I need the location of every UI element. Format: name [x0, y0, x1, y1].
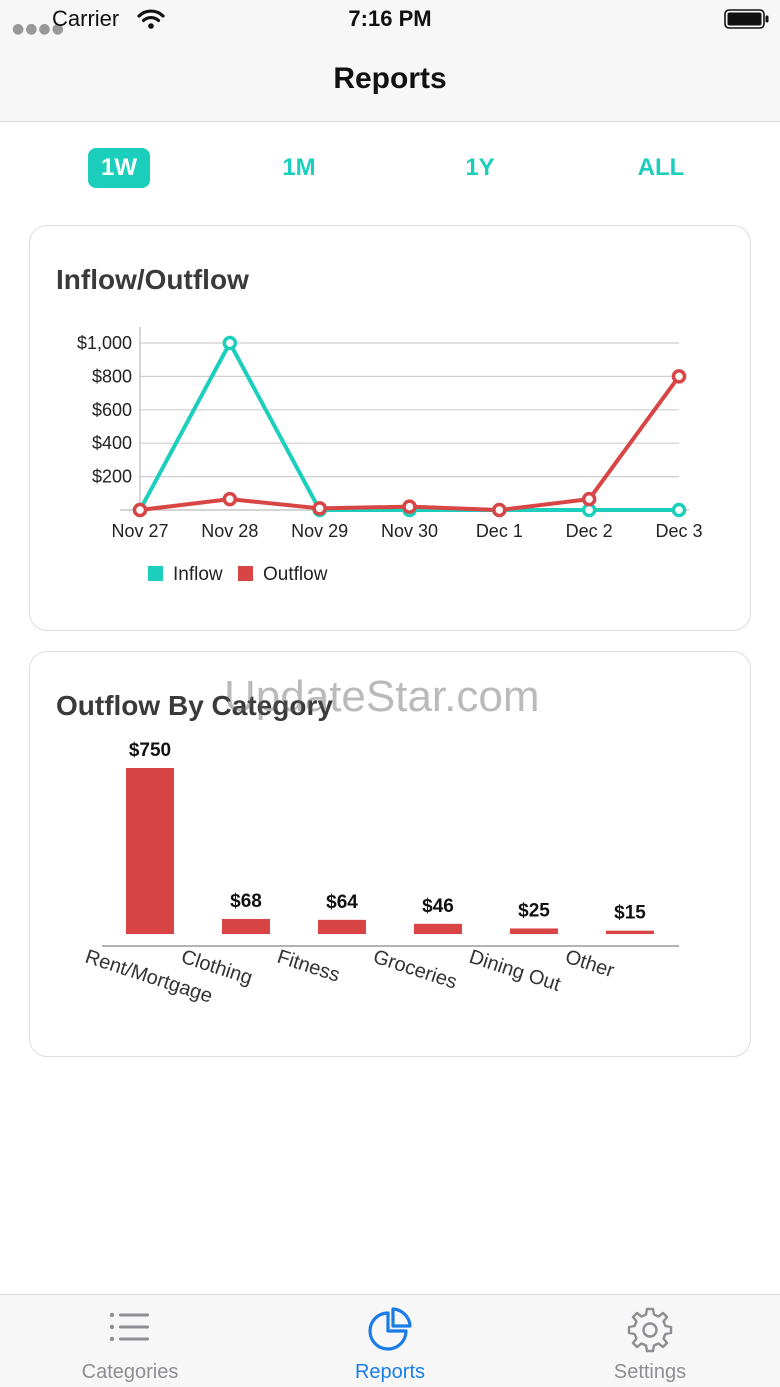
x-tick-label: Nov 30 — [381, 521, 438, 541]
page-title: Reports — [333, 62, 447, 95]
bar — [318, 919, 366, 934]
range-tab-all[interactable]: ALL — [637, 154, 685, 181]
bar — [222, 918, 270, 934]
bar-value-label: $68 — [230, 891, 262, 912]
category-label: Fitness — [274, 946, 342, 987]
tab-label-categories: Categories — [81, 1361, 179, 1383]
inflow-outflow-title: Inflow/Outflow — [56, 264, 249, 295]
pie-chart-icon — [368, 1307, 412, 1351]
legend-label-outflow: Outflow — [263, 564, 328, 585]
outflow-point — [312, 501, 327, 516]
range-tab-1y[interactable]: 1Y — [465, 154, 495, 181]
outflow-point — [581, 491, 597, 507]
list-icon — [109, 1312, 149, 1342]
outflow-by-category-title: Outflow By Category — [56, 690, 333, 721]
bar-value-label: $64 — [326, 892, 358, 913]
category-label: Dining Out — [466, 946, 563, 996]
inflow-outflow-card: Inflow/Outflow $1,000 $800 $600 $400 $200 Nov… — [29, 225, 751, 631]
x-tick-label: Dec 3 — [655, 521, 702, 541]
wifi-icon — [137, 9, 165, 29]
y-tick-label: $800 — [92, 366, 132, 386]
y-tick-label: $200 — [92, 467, 132, 487]
x-tick-label: Nov 27 — [111, 521, 168, 541]
legend-swatch-inflow — [148, 566, 163, 581]
inflow-point — [671, 502, 687, 518]
watermark: UpdateStar.com — [224, 672, 540, 721]
carrier-label: Carrier — [52, 6, 120, 31]
x-tick-label: Dec 1 — [476, 521, 523, 541]
bar-value-label: $15 — [614, 903, 646, 924]
x-tick-label: Nov 28 — [201, 521, 258, 541]
range-tab-1w[interactable]: 1W — [88, 148, 150, 188]
y-tick-label: $400 — [92, 433, 132, 453]
bar — [606, 930, 654, 934]
outflow-by-category-card: Outflow By Category $750 Rent/Mortgage $68… — [29, 651, 751, 1057]
x-tick-label: Dec 2 — [566, 521, 613, 541]
legend-label-inflow: Inflow — [173, 564, 223, 585]
outflow-point — [402, 499, 417, 514]
legend-item-inflow: Inflow — [148, 564, 223, 586]
battery-icon — [724, 9, 769, 29]
range-tab-1m[interactable]: 1M — [282, 154, 316, 181]
nav-bar: Reports — [0, 40, 780, 122]
bar-value-label: $750 — [129, 740, 171, 761]
tab-categories[interactable]: Categories — [0, 1295, 260, 1387]
outflow-by-category-chart: $750Rent/Mortgage$68Clothing$64Fitness$4… — [82, 740, 679, 1008]
legend-swatch-outflow — [238, 566, 253, 581]
category-label: Groceries — [370, 946, 459, 994]
inflow-outflow-chart: $1,000 $800 $600 $400 $200 Nov 27 Nov 28 Nov 29… — [77, 327, 703, 541]
tab-label-settings: Settings — [613, 1361, 687, 1383]
status-bar: ●●●● Carrier 7:16 PM — [0, 0, 780, 40]
bar — [126, 768, 174, 934]
tab-label-reports: Reports — [354, 1361, 426, 1383]
outflow-point — [132, 502, 148, 518]
y-tick-label: $600 — [92, 400, 132, 420]
bar-value-label: $25 — [518, 900, 550, 921]
signal-dots-icon: ●●●● — [12, 21, 65, 37]
gear-icon — [627, 1307, 673, 1353]
inflow-point — [222, 335, 238, 351]
category-label: Other — [562, 946, 617, 982]
x-tick-label: Nov 29 — [291, 521, 348, 541]
outflow-point — [492, 502, 507, 518]
tab-settings[interactable]: Settings — [520, 1295, 780, 1387]
outflow-point — [671, 369, 687, 384]
outflow-point — [222, 491, 238, 507]
bar-value-label: $46 — [422, 896, 454, 917]
tab-reports[interactable]: Reports — [260, 1295, 520, 1387]
tab-bar: Categories Reports Settings — [0, 1294, 780, 1387]
bar — [414, 923, 462, 934]
range-tabs: 1W 1M 1Y ALL — [0, 148, 780, 190]
y-tick-label: $1,000 — [77, 333, 132, 353]
bar — [510, 928, 558, 934]
legend-item-outflow: Outflow — [238, 564, 327, 586]
status-time: 7:16 PM — [348, 6, 432, 31]
